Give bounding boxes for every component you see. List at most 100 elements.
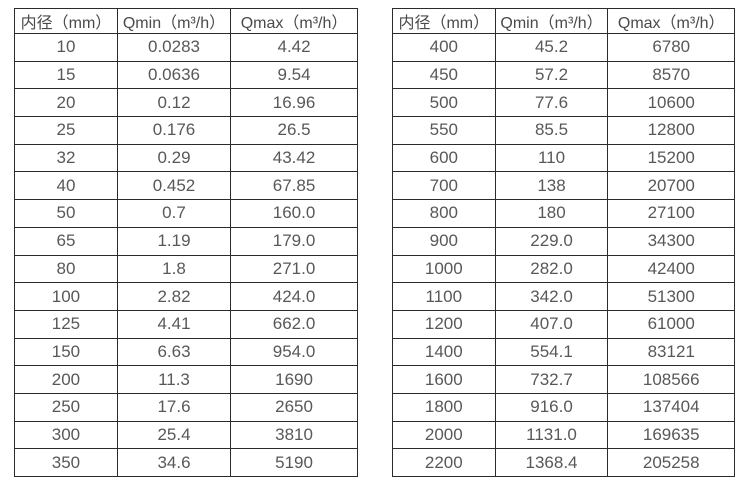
table-row: 100 2.82 424.0 [14, 282, 358, 311]
table-cell: 45.2 [494, 33, 609, 62]
table-cell: 800 [392, 199, 496, 228]
table-cell: 200 [14, 365, 118, 394]
table-cell: 0.29 [116, 143, 232, 173]
table-row: 450 57.2 8570 [392, 60, 735, 90]
table-row: 32 0.29 43.42 [14, 143, 358, 173]
table-cell: 205258 [607, 448, 735, 477]
table-cell: 0.452 [116, 171, 232, 201]
table-cell: 0.0636 [116, 60, 232, 90]
table-cell: 108566 [607, 365, 735, 394]
table-cell: 137404 [607, 392, 735, 422]
column-header: 内径（mm） [392, 8, 496, 34]
table-cell: 424.0 [230, 282, 358, 311]
table-cell: 2650 [230, 392, 358, 422]
table-row: 250 17.6 2650 [14, 392, 358, 422]
table-cell: 169635 [607, 420, 735, 450]
table-cell: 57.2 [494, 60, 609, 90]
column-header: Qmin（m³/h） [116, 8, 232, 34]
table-row: 1400 554.1 83121 [392, 337, 735, 367]
table-cell: 282.0 [494, 254, 609, 284]
table-cell: 15200 [607, 143, 735, 173]
table-cell: 2200 [392, 448, 496, 477]
table-cell: 12800 [607, 116, 735, 145]
table-row: 550 85.5 12800 [392, 116, 735, 145]
table-cell: 5190 [230, 448, 358, 477]
table-row: 700 138 20700 [392, 171, 735, 201]
table-cell: 4.42 [230, 33, 358, 62]
table-cell: 342.0 [494, 282, 609, 311]
table-row: 300 25.4 3810 [14, 420, 358, 450]
column-header: Qmin（m³/h） [494, 8, 609, 34]
table-cell: 80 [14, 254, 118, 284]
table-cell: 65 [14, 226, 118, 256]
table-cell: 2000 [392, 420, 496, 450]
table-row: 600 110 15200 [392, 143, 735, 173]
table-cell: 26.5 [230, 116, 358, 145]
table-cell: 1.8 [116, 254, 232, 284]
table-cell: 27100 [607, 199, 735, 228]
column-header: Qmax（m³/h） [230, 8, 358, 34]
table-cell: 6.63 [116, 337, 232, 367]
table-cell: 600 [392, 143, 496, 173]
table-cell: 34300 [607, 226, 735, 256]
table-row: 350 34.6 5190 [14, 448, 358, 477]
table-cell: 85.5 [494, 116, 609, 145]
table-cell: 10 [14, 33, 118, 62]
table-cell: 1368.4 [494, 448, 609, 477]
table-row: 1100 342.0 51300 [392, 282, 735, 311]
table-row: 200 11.3 1690 [14, 365, 358, 394]
table-cell: 954.0 [230, 337, 358, 367]
table-cell: 1690 [230, 365, 358, 394]
table-cell: 61000 [607, 309, 735, 339]
table-cell: 250 [14, 392, 118, 422]
table-cell: 6780 [607, 33, 735, 62]
table-cell: 8570 [607, 60, 735, 90]
table-row: 15 0.0636 9.54 [14, 60, 358, 90]
table-cell: 0.176 [116, 116, 232, 145]
table-cell: 0.7 [116, 199, 232, 228]
table-cell: 16.96 [230, 88, 358, 118]
table-row: 2000 1131.0 169635 [392, 420, 735, 450]
table-cell: 500 [392, 88, 496, 118]
table-row: 150 6.63 954.0 [14, 337, 358, 367]
table-cell: 150 [14, 337, 118, 367]
table-cell: 20 [14, 88, 118, 118]
table-cell: 300 [14, 420, 118, 450]
column-header: 内径（mm） [14, 8, 118, 34]
table-row: 80 1.8 271.0 [14, 254, 358, 284]
table-cell: 50 [14, 199, 118, 228]
table-cell: 554.1 [494, 337, 609, 367]
header-row: 内径（mm） Qmin（m³/h） Qmax（m³/h） [392, 8, 735, 34]
table-cell: 1131.0 [494, 420, 609, 450]
table-cell: 450 [392, 60, 496, 90]
flow-spec-table-large-diameters: 内径（mm） Qmin（m³/h） Qmax（m³/h） 400 45.2 6780 450… [392, 8, 735, 477]
table-row: 50 0.7 160.0 [14, 199, 358, 228]
flow-spec-table-small-diameters: 内径（mm） Qmin（m³/h） Qmax（m³/h） 10 0.0283 4.42 15… [14, 8, 358, 477]
table-cell: 1200 [392, 309, 496, 339]
table-row: 1200 407.0 61000 [392, 309, 735, 339]
table-cell: 138 [494, 171, 609, 201]
table-cell: 350 [14, 448, 118, 477]
table-cell: 1600 [392, 365, 496, 394]
table-cell: 11.3 [116, 365, 232, 394]
table-row: 25 0.176 26.5 [14, 116, 358, 145]
table-cell: 0.0283 [116, 33, 232, 62]
table-row: 2200 1368.4 205258 [392, 448, 735, 477]
table-row: 125 4.41 662.0 [14, 309, 358, 339]
table-row: 1600 732.7 108566 [392, 365, 735, 394]
table-cell: 732.7 [494, 365, 609, 394]
table-cell: 550 [392, 116, 496, 145]
table-cell: 4.41 [116, 309, 232, 339]
table-cell: 400 [392, 33, 496, 62]
table-row: 900 229.0 34300 [392, 226, 735, 256]
table-cell: 2.82 [116, 282, 232, 311]
table-cell: 662.0 [230, 309, 358, 339]
table-cell: 42400 [607, 254, 735, 284]
table-cell: 100 [14, 282, 118, 311]
column-header: Qmax（m³/h） [607, 8, 735, 34]
table-cell: 125 [14, 309, 118, 339]
table-row: 1000 282.0 42400 [392, 254, 735, 284]
table-cell: 20700 [607, 171, 735, 201]
table-cell: 34.6 [116, 448, 232, 477]
